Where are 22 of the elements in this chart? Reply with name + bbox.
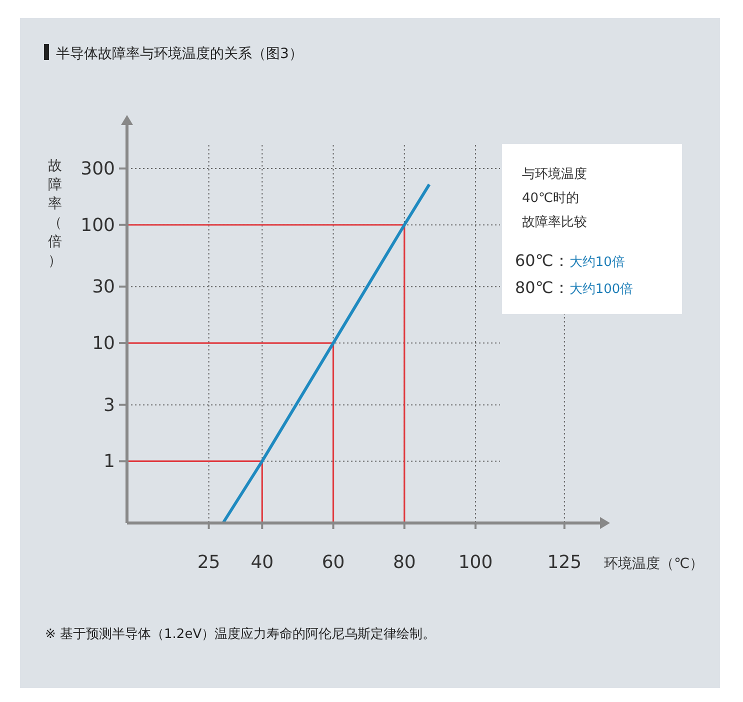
text: ※ 基于预测半导体（1.2eV）温度应力寿命的阿伦尼乌斯定律绘制。 — [45, 626, 436, 642]
x-tick-label: 40 — [250, 552, 274, 573]
y-tick-label: 30 — [92, 276, 115, 298]
y-tick-label: 3 — [104, 394, 115, 416]
annotation: 80℃：大约100倍 — [515, 278, 634, 297]
x-tick-label: 125 — [547, 552, 582, 573]
y-tick-label: 10 — [92, 333, 115, 354]
annotation: 与环境温度 — [522, 166, 587, 182]
chart-title: 半导体故障率与环境温度的关系（图3） — [56, 46, 303, 62]
y-tick-label: 100 — [80, 214, 115, 236]
annotation: 40℃时的 — [522, 191, 580, 206]
line-series — [222, 182, 431, 524]
annotation: 故障率比较 — [522, 214, 587, 230]
y-tick-label: 300 — [80, 158, 115, 180]
x-axis-title: 环境温度（℃） — [604, 556, 704, 572]
x-tick-label: 80 — [392, 552, 416, 573]
x-tick-label: 25 — [197, 552, 220, 573]
y-tick-label: 1 — [104, 451, 115, 472]
annotation: 60℃：大约10倍 — [515, 251, 625, 270]
x-tick-label: 60 — [322, 552, 345, 573]
y-axis-title: 故障率（倍） — [48, 158, 62, 269]
x-tick-label: 100 — [458, 552, 493, 573]
